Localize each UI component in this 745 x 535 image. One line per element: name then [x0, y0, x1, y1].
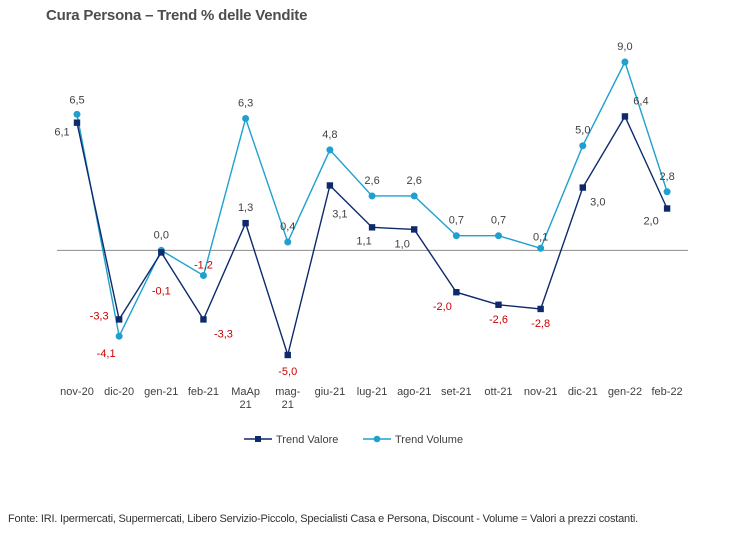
- x-tick-label: set-21: [441, 386, 472, 398]
- valore-data-label: -2,8: [531, 318, 550, 330]
- valore-data-label: -3,3: [90, 310, 109, 322]
- volume-data-label: 0,1: [533, 231, 548, 243]
- volume-data-label: 0,0: [154, 229, 169, 241]
- x-tick-label: ago-21: [397, 386, 431, 398]
- x-tick-label: MaAp: [231, 386, 260, 398]
- valore-point: [158, 249, 165, 256]
- valore-point: [663, 205, 671, 212]
- legend-volume: Trend Volume: [363, 434, 463, 446]
- valore-data-label: 1,0: [395, 238, 410, 250]
- valore-point: [579, 184, 586, 191]
- volume-data-label: 6,5: [69, 94, 84, 106]
- x-tick-label: 21: [239, 399, 251, 411]
- volume-point: [73, 110, 81, 118]
- valore-point: [200, 316, 207, 323]
- valore-point: [453, 289, 460, 296]
- volume-point: [495, 232, 502, 240]
- volume-point: [621, 58, 629, 66]
- volume-data-label: 9,0: [617, 41, 632, 53]
- valore-point: [368, 224, 376, 231]
- x-tick-label: feb-22: [651, 386, 682, 398]
- valore-data-label: 6,4: [633, 95, 648, 107]
- valore-point: [284, 351, 291, 359]
- volume-point: [115, 332, 123, 340]
- valore-data-label: -2,0: [433, 301, 452, 313]
- legend-valore-label: Trend Valore: [276, 434, 338, 446]
- source-footnote: Fonte: IRI. Ipermercati, Supermercati, L…: [8, 513, 638, 525]
- volume-data-label: 2,6: [407, 175, 422, 187]
- valore-point: [411, 226, 418, 233]
- volume-data-label: -1,2: [194, 259, 213, 271]
- volume-point: [410, 192, 418, 200]
- x-tick-label: dic-21: [568, 386, 598, 398]
- legend-volume-label: Trend Volume: [395, 434, 463, 446]
- valore-data-label: -3,3: [214, 328, 233, 340]
- valore-data-label: 3,1: [332, 208, 347, 220]
- x-axis-tick-labels: nov-20 dic-20 gen-21 feb-21 MaAp21mag-21giu-…: [60, 386, 683, 411]
- valore-data-label: 6,1: [54, 127, 69, 139]
- valore-data-label: 1,1: [356, 235, 371, 247]
- volume-data-label: 0,4: [280, 221, 295, 233]
- valore-point: [537, 305, 544, 313]
- volume-data-label: 2,8: [659, 171, 674, 183]
- volume-point: [284, 238, 292, 246]
- legend-valore-swatch-marker: [255, 436, 261, 442]
- x-tick-label: nov-20: [60, 386, 94, 398]
- volume-data-label: 5,0: [575, 125, 590, 137]
- valore-data-label: -5,0: [278, 366, 297, 378]
- volume-data-label: 0,7: [491, 215, 506, 227]
- volume-point: [537, 244, 545, 252]
- valore-point: [242, 219, 249, 227]
- legend: Trend Valore Trend Volume: [244, 434, 463, 446]
- x-tick-label: lug-21: [357, 386, 388, 398]
- x-tick-label: gen-21: [144, 386, 178, 398]
- volume-point: [242, 115, 250, 123]
- volume-point: [663, 188, 671, 196]
- x-tick-label: nov-21: [524, 386, 558, 398]
- legend-volume-swatch-marker: [373, 435, 381, 443]
- valore-data-label: -2,6: [489, 314, 508, 326]
- legend-valore: Trend Valore: [244, 434, 338, 446]
- valore-point: [621, 113, 629, 120]
- volume-data-label: 0,7: [449, 215, 464, 227]
- volume-point: [326, 146, 334, 154]
- x-tick-label: ott-21: [484, 386, 512, 398]
- volume-point: [452, 232, 460, 240]
- x-tick-label: feb-21: [188, 386, 219, 398]
- x-tick-label: giu-21: [315, 386, 346, 398]
- volume-point: [199, 271, 207, 279]
- valore-point: [115, 316, 123, 323]
- volume-data-label: 4,8: [322, 129, 337, 141]
- valore-point: [73, 119, 81, 126]
- volume-point: [579, 142, 587, 150]
- valore-data-label: 2,0: [643, 216, 658, 228]
- volume-data-label: 2,6: [364, 175, 379, 187]
- volume-data-label: -4,1: [97, 348, 116, 360]
- x-tick-label: dic-20: [104, 386, 134, 398]
- valore-data-label: -0,1: [152, 285, 171, 297]
- volume-data-label: 6,3: [238, 98, 253, 110]
- data-labels: 6,5 -4,1 0,0 -1,2 6,3 0,4 4,8 2,6 2,6 0,7 0,7 0,1 5,…: [54, 41, 674, 378]
- volume-series: [73, 58, 671, 340]
- valore-point: [326, 182, 334, 189]
- valore-series: [73, 113, 671, 359]
- x-tick-label: gen-22: [608, 386, 642, 398]
- chart-title: Cura Persona – Trend % delle Vendite: [46, 7, 308, 24]
- x-tick-label: mag-: [275, 386, 300, 398]
- valore-point: [495, 301, 502, 308]
- valore-data-label: 1,3: [238, 202, 253, 214]
- x-tick-label: 21: [282, 399, 294, 411]
- volume-point: [368, 192, 376, 200]
- valore-data-label: 3,0: [590, 197, 605, 209]
